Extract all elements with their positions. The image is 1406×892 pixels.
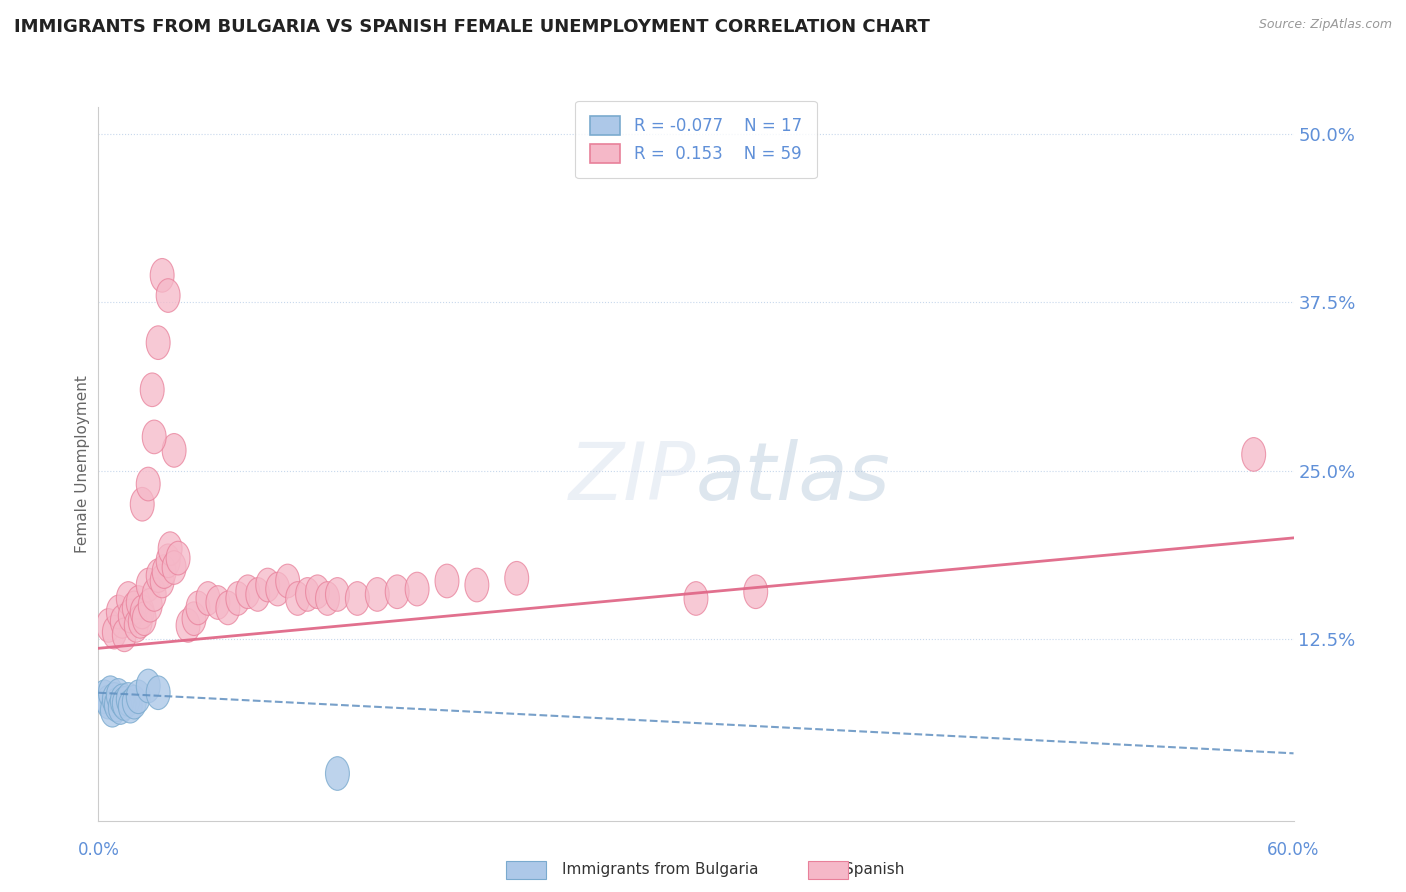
Ellipse shape	[127, 586, 150, 619]
Ellipse shape	[150, 259, 174, 293]
Ellipse shape	[162, 550, 186, 584]
Ellipse shape	[104, 688, 128, 722]
Ellipse shape	[97, 608, 121, 642]
Ellipse shape	[207, 586, 231, 619]
Ellipse shape	[108, 690, 132, 724]
Ellipse shape	[505, 561, 529, 595]
Ellipse shape	[385, 575, 409, 608]
Ellipse shape	[136, 467, 160, 501]
Ellipse shape	[305, 575, 329, 608]
Ellipse shape	[150, 564, 174, 598]
Ellipse shape	[136, 669, 160, 703]
Ellipse shape	[103, 615, 127, 649]
Ellipse shape	[285, 582, 309, 615]
Ellipse shape	[183, 602, 207, 635]
Ellipse shape	[405, 573, 429, 606]
Ellipse shape	[98, 676, 122, 709]
Text: Spanish: Spanish	[844, 863, 904, 877]
Ellipse shape	[159, 532, 183, 566]
Ellipse shape	[217, 591, 240, 624]
Text: 0.0%: 0.0%	[77, 841, 120, 859]
Ellipse shape	[156, 278, 180, 312]
Ellipse shape	[111, 684, 135, 718]
Ellipse shape	[128, 605, 152, 638]
Text: Immigrants from Bulgaria: Immigrants from Bulgaria	[562, 863, 759, 877]
Ellipse shape	[118, 599, 142, 632]
Ellipse shape	[146, 326, 170, 359]
Ellipse shape	[131, 487, 155, 521]
Ellipse shape	[100, 693, 124, 727]
Ellipse shape	[186, 591, 209, 624]
Ellipse shape	[122, 591, 146, 624]
Ellipse shape	[276, 564, 299, 598]
Ellipse shape	[122, 685, 146, 719]
Ellipse shape	[246, 578, 270, 611]
Text: atlas: atlas	[696, 439, 891, 517]
Ellipse shape	[346, 582, 370, 615]
Text: ZIP: ZIP	[568, 439, 696, 517]
Ellipse shape	[152, 555, 176, 589]
Ellipse shape	[434, 564, 458, 598]
Ellipse shape	[315, 582, 339, 615]
Ellipse shape	[103, 682, 127, 716]
Ellipse shape	[195, 582, 219, 615]
Y-axis label: Female Unemployment: Female Unemployment	[75, 375, 90, 553]
Ellipse shape	[117, 582, 141, 615]
Ellipse shape	[117, 682, 141, 716]
Ellipse shape	[124, 608, 148, 642]
Ellipse shape	[256, 568, 280, 602]
Ellipse shape	[685, 582, 709, 615]
Ellipse shape	[366, 578, 389, 611]
Ellipse shape	[111, 605, 135, 638]
Text: IMMIGRANTS FROM BULGARIA VS SPANISH FEMALE UNEMPLOYMENT CORRELATION CHART: IMMIGRANTS FROM BULGARIA VS SPANISH FEMA…	[14, 18, 929, 36]
Ellipse shape	[131, 595, 155, 629]
Ellipse shape	[142, 420, 166, 454]
Ellipse shape	[136, 568, 160, 602]
Ellipse shape	[93, 680, 117, 714]
Ellipse shape	[97, 685, 121, 719]
Ellipse shape	[176, 608, 200, 642]
Ellipse shape	[107, 595, 131, 629]
Ellipse shape	[146, 558, 170, 592]
Ellipse shape	[141, 373, 165, 407]
Text: 60.0%: 60.0%	[1267, 841, 1320, 859]
Ellipse shape	[295, 578, 319, 611]
Ellipse shape	[112, 687, 136, 721]
Ellipse shape	[465, 568, 489, 602]
Ellipse shape	[1241, 438, 1265, 471]
Ellipse shape	[127, 680, 150, 714]
Text: Source: ZipAtlas.com: Source: ZipAtlas.com	[1258, 18, 1392, 31]
Ellipse shape	[142, 578, 166, 611]
Ellipse shape	[112, 618, 136, 652]
Ellipse shape	[326, 578, 350, 611]
Ellipse shape	[162, 434, 186, 467]
Ellipse shape	[156, 544, 180, 578]
Ellipse shape	[266, 573, 290, 606]
Legend: R = -0.077    N = 17, R =  0.153    N = 59: R = -0.077 N = 17, R = 0.153 N = 59	[575, 101, 817, 178]
Ellipse shape	[326, 756, 350, 790]
Ellipse shape	[166, 541, 190, 575]
Ellipse shape	[107, 679, 131, 712]
Ellipse shape	[146, 676, 170, 709]
Ellipse shape	[744, 575, 768, 608]
Ellipse shape	[138, 589, 162, 622]
Ellipse shape	[226, 582, 250, 615]
Ellipse shape	[132, 602, 156, 635]
Ellipse shape	[236, 575, 260, 608]
Ellipse shape	[118, 690, 142, 723]
